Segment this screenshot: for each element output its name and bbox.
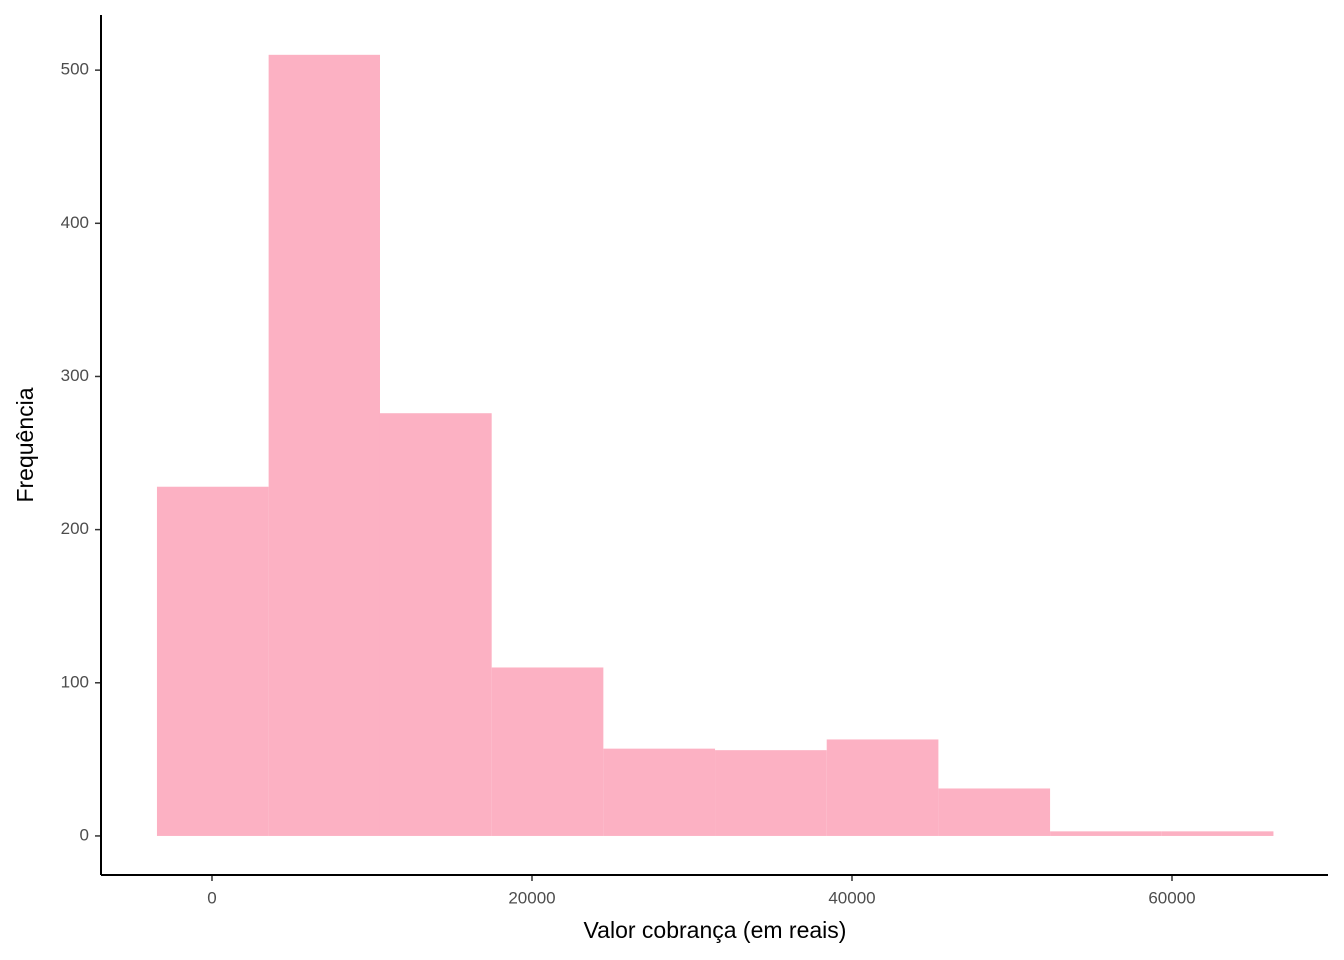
bar: [156, 486, 269, 836]
x-tick-label: 40000: [828, 888, 875, 907]
x-tick-label: 60000: [1148, 888, 1195, 907]
y-tick-label: 500: [61, 60, 89, 79]
bar: [1050, 831, 1162, 836]
y-tick-label: 100: [61, 672, 89, 691]
y-axis-title: Frequência: [12, 387, 38, 502]
x-tick-label: 0: [207, 888, 216, 907]
bar: [1161, 831, 1274, 836]
y-tick-label: 300: [61, 366, 89, 385]
x-tick-label: 20000: [508, 888, 555, 907]
y-tick-label: 400: [61, 213, 89, 232]
bar: [268, 54, 380, 836]
y-tick-label: 0: [80, 825, 89, 844]
x-axis-title: Valor cobrança (em reais): [584, 917, 847, 943]
bar: [715, 750, 827, 836]
bar: [938, 788, 1051, 836]
y-tick-label: 200: [61, 519, 89, 538]
bar: [603, 748, 716, 836]
bar: [826, 739, 939, 836]
bar: [379, 413, 492, 836]
bar: [491, 667, 604, 836]
